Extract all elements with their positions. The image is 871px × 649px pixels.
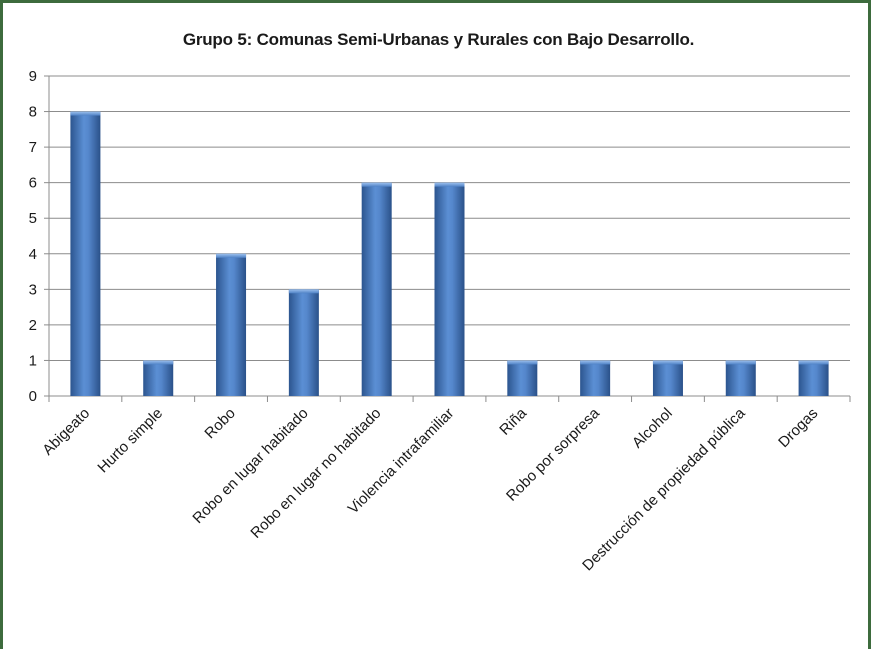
bar [216,253,247,396]
bar [434,182,465,396]
bar [580,360,611,396]
bar-cap [652,360,683,365]
y-tick-label: 6 [29,175,37,192]
y-tick-label: 0 [29,388,37,405]
x-tick-label: Robo [201,405,238,442]
y-tick-label: 4 [29,246,37,263]
x-tick-label: Alcohol [629,405,676,452]
bar-body [143,360,174,396]
bar [798,360,829,396]
bar [288,289,319,396]
bar-body [798,360,829,396]
bar-cap [434,182,465,187]
bar-cap [361,182,392,187]
y-tick-label: 2 [29,317,37,334]
y-tick-label: 7 [29,139,37,156]
bar [70,111,101,397]
bar-body [70,111,101,397]
bar-body [361,182,392,396]
bar-cap [580,360,611,365]
bar-cap [725,360,756,365]
x-tick-label: Riña [496,404,530,438]
x-tick-label: Hurto simple [94,405,166,477]
bar [361,182,392,396]
y-tick-label: 8 [29,104,37,121]
x-tick-label: Abigeato [39,405,93,459]
bar-cap [288,289,319,294]
bar [143,360,174,396]
chart-title: Grupo 5: Comunas Semi-Urbanas y Rurales … [182,30,695,49]
bar [652,360,683,396]
x-tick-label: Destrucción de propiedad pública [579,404,749,574]
y-tick-label: 9 [29,68,37,85]
bar-cap [70,111,101,116]
bar-body [507,360,538,396]
y-tick-label: 5 [29,210,37,227]
bar-cap [798,360,829,365]
bar-cap [507,360,538,365]
x-tick-label: Drogas [775,405,821,451]
y-tick-label: 3 [29,281,37,298]
bar-body [434,182,465,396]
bar-body [580,360,611,396]
bar-body [725,360,756,396]
bar-body [288,289,319,396]
bar-cap [216,253,247,258]
bar [507,360,538,396]
bar-cap [143,360,174,365]
y-tick-labels: 0 1 2 3 4 5 6 7 8 9 [29,68,37,405]
bars [70,111,829,397]
x-tick-label: Robo en lugar no habitado [247,405,384,542]
bar-body [216,253,247,396]
bar-body [652,360,683,396]
y-tick-label: 1 [29,352,37,369]
bar [725,360,756,396]
